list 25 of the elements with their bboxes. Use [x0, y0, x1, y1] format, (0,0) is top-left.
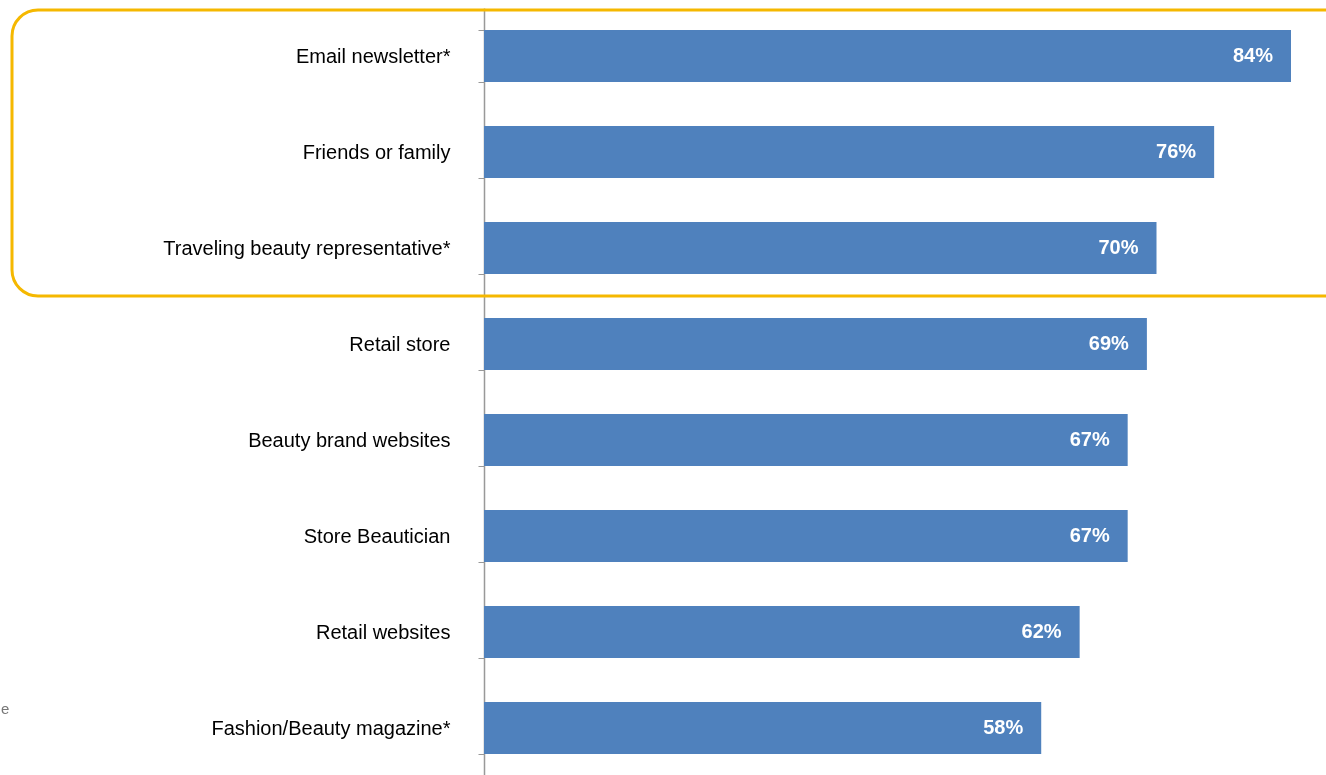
data-label: 58%	[983, 716, 1024, 738]
y-tick-label: Retail websites	[315, 620, 451, 643]
y-tick-label: Traveling beauty representative*	[163, 236, 451, 259]
y-tick-label: Email newsletter*	[295, 44, 451, 67]
data-label: 69%	[1088, 332, 1130, 354]
bar	[484, 126, 1215, 178]
data-label: 62%	[1021, 620, 1062, 642]
y-tick-label: Beauty brand websites	[248, 428, 451, 451]
data-label: 67%	[1069, 428, 1110, 450]
y-tick-label: Store Beautician	[303, 524, 451, 547]
bar	[484, 606, 1080, 658]
data-label: 76%	[1156, 140, 1197, 162]
data-label: 70%	[1098, 236, 1139, 258]
bar	[484, 702, 1042, 754]
bar	[484, 30, 1291, 82]
y-tick-label: Retail store	[349, 332, 451, 355]
bar	[484, 510, 1128, 562]
bar	[484, 318, 1147, 370]
bar	[484, 414, 1128, 466]
y-tick-label: Friends or family	[302, 140, 451, 163]
y-tick-label: Fashion/Beauty magazine*	[211, 716, 451, 739]
data-label: 84%	[1232, 44, 1274, 66]
text: e	[1, 700, 10, 717]
bar	[484, 222, 1157, 274]
data-label: 67%	[1069, 524, 1110, 546]
